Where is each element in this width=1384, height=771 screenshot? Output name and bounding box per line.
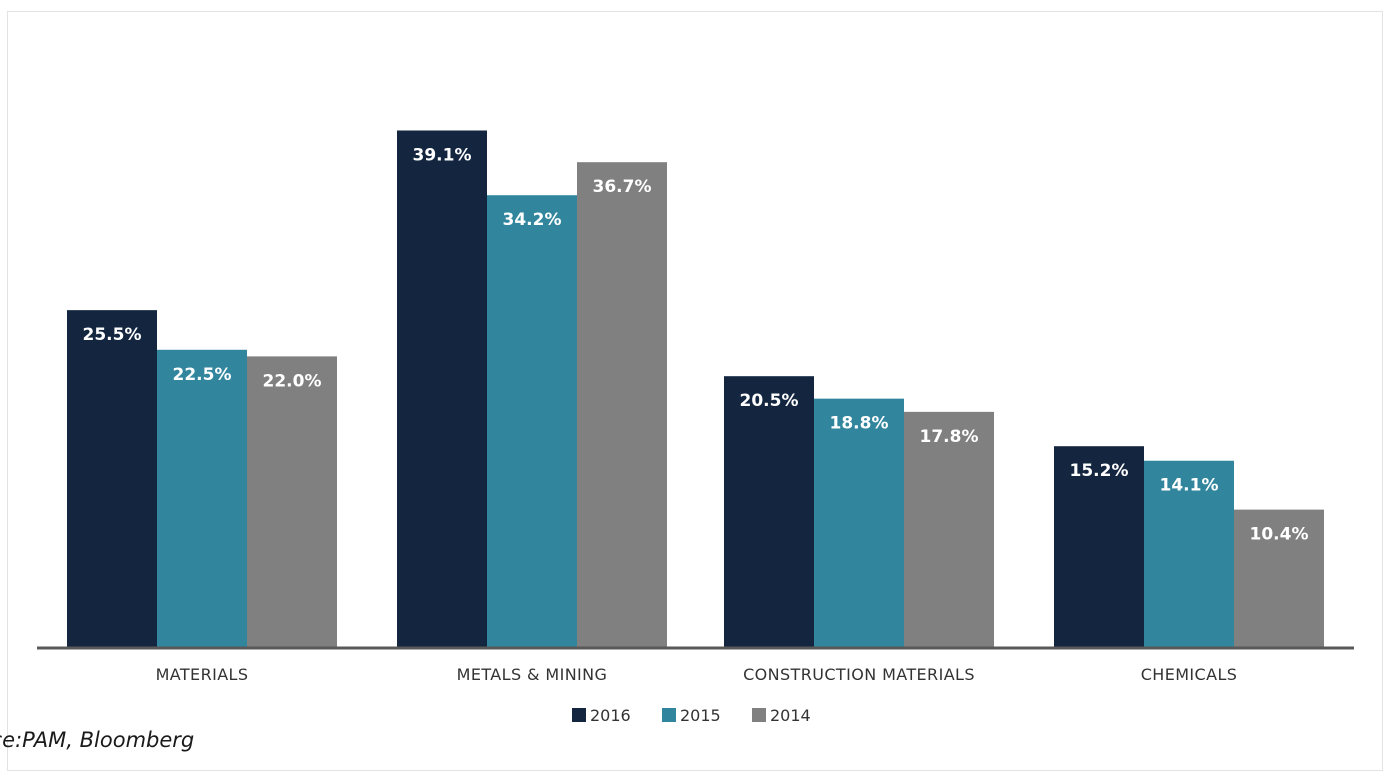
data-label-2014-1: 22.0% (263, 371, 322, 391)
bar-2016-1 (67, 310, 157, 647)
data-label-2016-4: 15.2% (1070, 461, 1129, 481)
bar-2016-4 (1054, 446, 1144, 647)
category-label-1: MATERIALS (156, 665, 249, 684)
data-label-2014-2: 36.7% (593, 177, 652, 197)
bar-2014-3 (904, 411, 994, 647)
bar-2016-2 (397, 130, 487, 647)
legend-label-2015: 2015 (680, 706, 721, 725)
bar-2014-2 (577, 162, 667, 647)
bar-chart: 25.5% 39.1% 20.5% 15.2% 22.5% 34.2% 18.8% 14.1%… (37, 130, 1354, 725)
data-label-2016-3: 20.5% (740, 391, 799, 411)
source-note: rce:PAM, Bloomberg (0, 728, 195, 752)
data-label-2015-2: 34.2% (503, 210, 562, 230)
data-label-2016-2: 39.1% (413, 145, 472, 165)
legend-swatch-2015 (662, 708, 676, 722)
data-label-2014-3: 17.8% (920, 427, 979, 447)
legend-swatch-2016 (572, 708, 586, 722)
bar-2014-4 (1234, 509, 1324, 647)
legend-swatch-2014 (752, 708, 766, 722)
category-label-2: METALS & MINING (457, 665, 608, 684)
bar-2015-2 (487, 195, 577, 647)
category-label-3: CONSTRUCTION MATERIALS (743, 665, 975, 684)
data-label-2015-1: 22.5% (173, 365, 232, 385)
bar-2014-1 (247, 356, 337, 647)
bar-2015-3 (814, 398, 904, 647)
bar-2015-4 (1144, 460, 1234, 647)
bar-2015-1 (157, 349, 247, 647)
category-label-4: CHEMICALS (1141, 665, 1238, 684)
data-label-2016-1: 25.5% (83, 325, 142, 345)
legend-label-2016: 2016 (590, 706, 631, 725)
data-label-2015-3: 18.8% (830, 414, 889, 434)
data-label-2014-4: 10.4% (1250, 525, 1309, 545)
bar-2016-3 (724, 376, 814, 647)
legend-label-2014: 2014 (770, 706, 811, 725)
data-label-2015-4: 14.1% (1160, 476, 1219, 496)
